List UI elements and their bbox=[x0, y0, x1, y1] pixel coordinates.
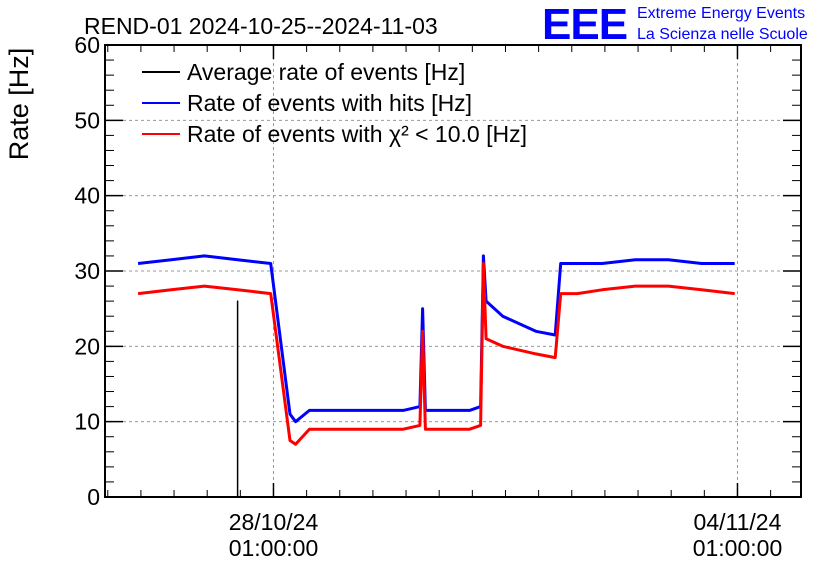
legend-label-chi2: Rate of events with χ² < 10.0 [Hz] bbox=[187, 121, 527, 147]
y-tick-label: 40 bbox=[74, 183, 100, 209]
logo-line-2: La Scienza nelle Scuole bbox=[637, 26, 808, 43]
y-tick-label: 30 bbox=[74, 258, 100, 284]
x-tick-label-time: 01:00:00 bbox=[693, 535, 783, 561]
legend: Average rate of events [Hz] Rate of even… bbox=[142, 59, 527, 147]
eee-logo: EEE Extreme Energy Events La Scienza nel… bbox=[542, 0, 808, 49]
eee-logo-mark: EEE bbox=[542, 0, 627, 49]
y-tick-label: 0 bbox=[87, 484, 100, 510]
y-tick-labels: 0 10 20 30 40 50 60 bbox=[74, 32, 100, 510]
y-axis-label: Rate [Hz] bbox=[4, 48, 34, 161]
axis-ticks bbox=[105, 44, 801, 498]
series-chi2-rate bbox=[137, 262, 735, 446]
y-tick-label: 20 bbox=[74, 333, 100, 359]
series-hits-rate bbox=[137, 254, 735, 424]
x-tick-label-date: 28/10/24 bbox=[229, 509, 319, 535]
y-tick-label: 60 bbox=[74, 32, 100, 58]
legend-label-average: Average rate of events [Hz] bbox=[187, 59, 465, 85]
y-tick-label: 50 bbox=[74, 107, 100, 133]
chart-title: REND-01 2024-10-25--2024-11-03 bbox=[84, 13, 438, 39]
x-tick-label-date: 04/11/24 bbox=[694, 509, 782, 535]
grid-lines bbox=[105, 45, 801, 497]
logo-line-1: Extreme Energy Events bbox=[637, 5, 805, 22]
legend-label-hits: Rate of events with hits [Hz] bbox=[187, 90, 472, 116]
y-tick-label: 10 bbox=[74, 409, 100, 435]
x-tick-label-time: 01:00:00 bbox=[229, 535, 319, 561]
